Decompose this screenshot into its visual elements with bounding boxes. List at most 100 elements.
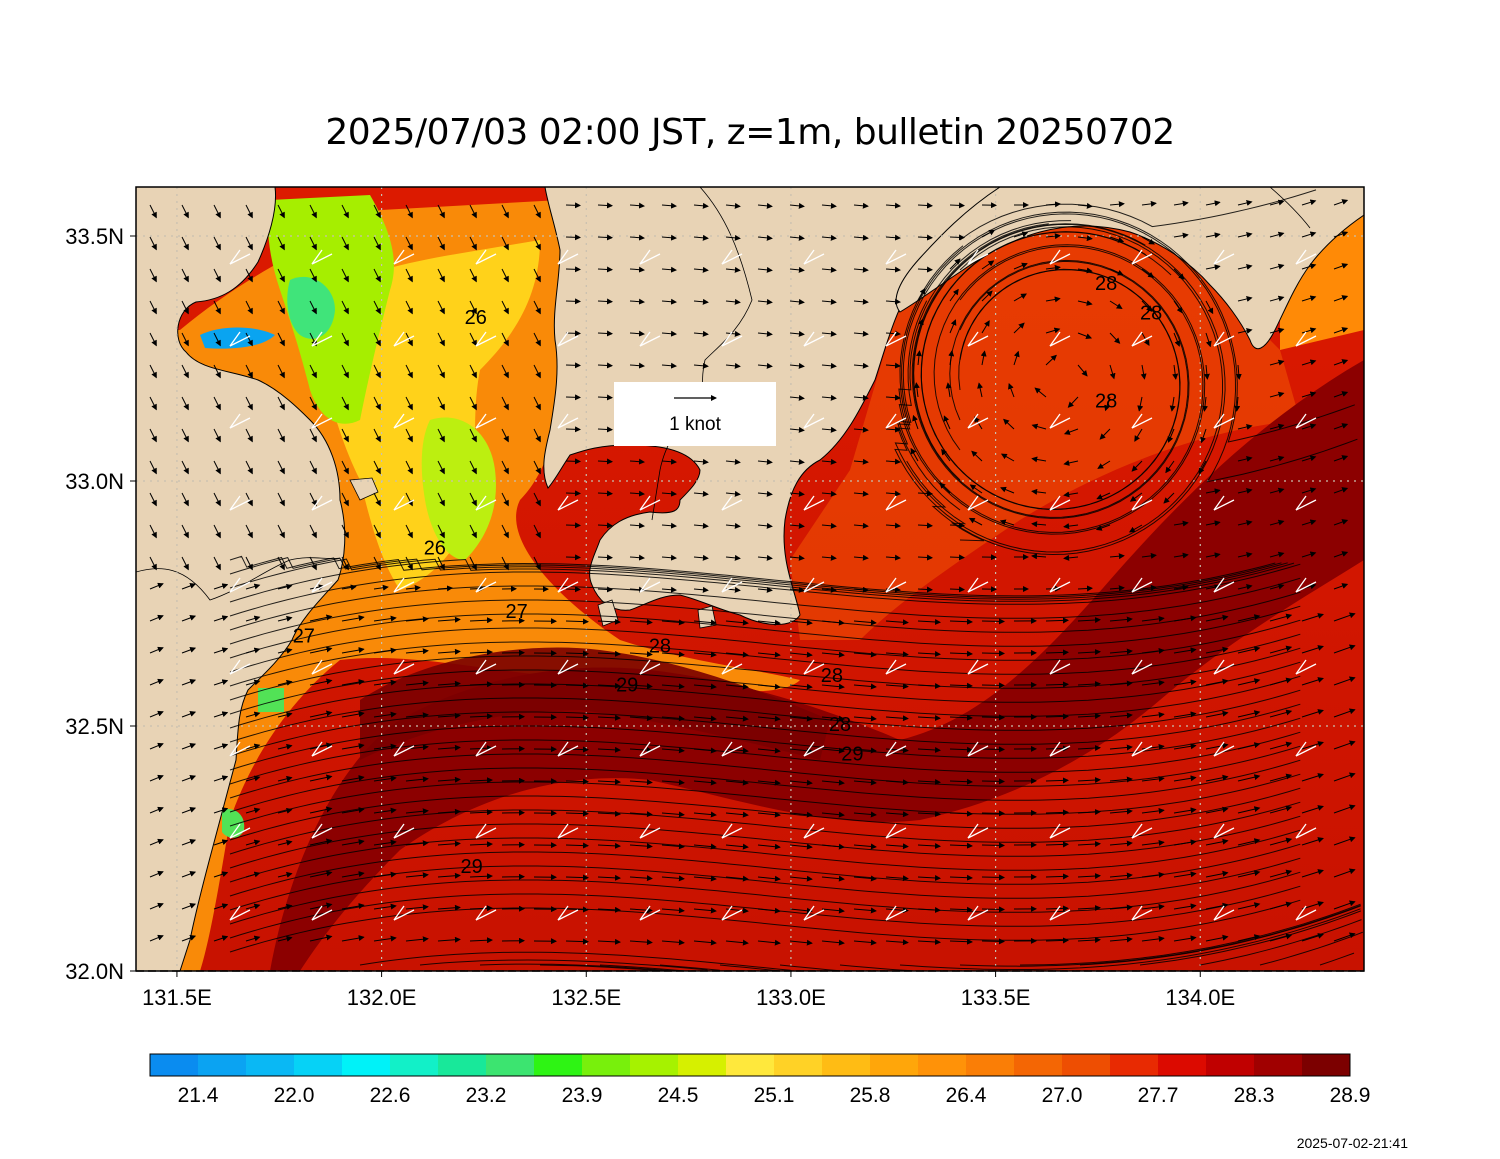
current-arrow	[917, 811, 941, 817]
current-arrow	[1141, 903, 1165, 910]
current-arrow	[1109, 332, 1121, 344]
wind-barb-flag	[311, 417, 333, 429]
current-arrow	[245, 615, 261, 622]
wind-barb-flag	[557, 253, 579, 265]
colorbar-swatch	[1302, 1054, 1351, 1076]
current-arrow	[1077, 873, 1101, 879]
wind-barb	[475, 495, 497, 511]
current-arrow	[437, 744, 461, 751]
current-arrow	[533, 204, 541, 219]
current-arrow	[917, 318, 924, 334]
current-arrow	[885, 554, 901, 561]
colorbar-swatch	[582, 1054, 631, 1076]
current-arrow	[405, 776, 429, 783]
current-arrow	[213, 268, 221, 283]
current-arrow	[1301, 455, 1317, 462]
current-arrow	[213, 743, 229, 750]
current-arrow	[405, 904, 429, 911]
colorbar-label: 27.0	[1042, 1084, 1083, 1107]
current-arrow	[341, 807, 365, 814]
current-arrow	[1301, 519, 1317, 526]
current-arrow	[245, 236, 253, 251]
wind-barb	[393, 905, 415, 921]
current-arrow	[1198, 460, 1207, 475]
colorbar-label: 24.5	[658, 1084, 699, 1107]
wind-barb-staff	[229, 823, 241, 839]
current-arrow	[821, 747, 845, 754]
wind-barb-staff	[311, 331, 323, 347]
current-arrow	[1031, 521, 1047, 528]
current-arrow	[980, 350, 987, 366]
current-arrow	[981, 842, 1005, 849]
wind-barb-flag	[557, 827, 579, 839]
current-arrow	[821, 619, 845, 626]
current-arrow	[789, 458, 805, 465]
current-arrow	[1269, 359, 1285, 366]
wind-barb	[475, 659, 497, 675]
current-arrow	[405, 204, 413, 219]
current-arrow	[565, 906, 589, 913]
colorbar-swatch	[678, 1054, 727, 1076]
wind-barb	[803, 249, 825, 265]
current-arrow	[1109, 364, 1116, 380]
current-arrow	[181, 871, 197, 878]
wind-barb-flag	[1295, 253, 1317, 265]
current-arrow	[1301, 199, 1317, 206]
current-arrow	[1333, 676, 1356, 686]
wind-barb-staff	[721, 905, 733, 921]
lon-tick-label: 132.0E	[347, 985, 417, 1010]
current-arrow	[341, 364, 349, 379]
colorbar-swatch	[438, 1054, 487, 1076]
current-arrow	[213, 460, 221, 475]
wind-barb-staff	[557, 741, 569, 757]
wind-barb	[639, 577, 661, 593]
current-arrow	[565, 266, 581, 273]
current-arrow	[245, 711, 261, 718]
current-arrow	[1045, 264, 1061, 271]
wind-barb-flag	[1213, 253, 1235, 265]
current-arrow	[373, 428, 381, 443]
current-arrow	[565, 362, 581, 369]
current-arrow	[789, 362, 805, 369]
current-arrow	[597, 714, 621, 721]
wind-barb-flag	[229, 827, 251, 839]
current-arrow	[1045, 201, 1061, 208]
wind-barb-flag	[1213, 581, 1235, 593]
current-arrow	[245, 492, 253, 507]
wind-barb	[557, 741, 579, 757]
current-arrow	[981, 260, 995, 270]
current-arrow	[1077, 202, 1093, 209]
current-arrow	[341, 647, 365, 654]
current-arrow	[1301, 295, 1317, 302]
streamline	[229, 605, 1301, 659]
current-arrow	[149, 806, 164, 814]
current-arrow	[1077, 649, 1101, 655]
current-arrow	[565, 746, 589, 753]
current-arrow	[949, 319, 957, 334]
current-arrow	[405, 428, 413, 443]
wind-barb	[1295, 823, 1317, 839]
wind-barb-staff	[967, 741, 979, 757]
wind-barb	[229, 331, 251, 347]
current-arrow	[661, 875, 685, 882]
scale-arrow-label: 1 knot	[669, 414, 721, 435]
current-arrow	[1269, 455, 1285, 462]
wind-barb	[1295, 495, 1317, 511]
current-arrow	[1205, 300, 1214, 315]
wind-barb-staff	[885, 741, 897, 757]
current-arrow	[629, 683, 653, 690]
current-arrow	[277, 807, 293, 814]
current-arrow	[309, 806, 333, 814]
current-arrow	[821, 843, 845, 850]
current-arrow	[917, 490, 933, 497]
current-arrow	[789, 234, 805, 241]
wind-barb	[1131, 741, 1153, 757]
wind-barb-flag	[475, 663, 497, 675]
current-arrow	[948, 350, 955, 366]
wind-barb-flag	[475, 253, 497, 265]
current-arrow	[693, 939, 717, 946]
contour-label: 28	[1095, 273, 1117, 295]
current-arrow	[1237, 838, 1261, 846]
wind-barb-flag	[1049, 663, 1071, 675]
wind-barb-staff	[393, 823, 405, 839]
